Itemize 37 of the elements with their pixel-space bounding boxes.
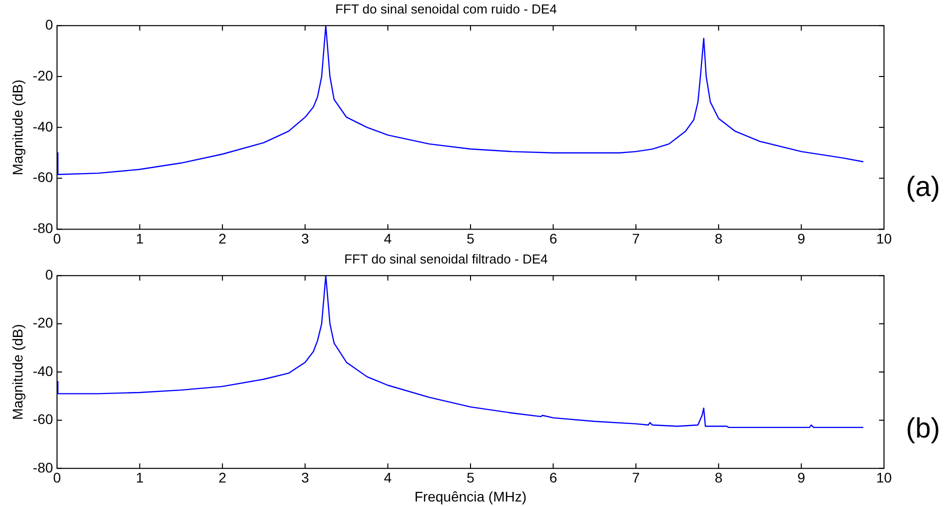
y-axis-title: Magnitude (dB)	[9, 324, 26, 420]
x-tick-label: 4	[384, 230, 392, 246]
x-tick-label: 9	[797, 230, 806, 246]
x-tick-label: 5	[466, 230, 475, 246]
y-tick-label: -60	[32, 411, 54, 428]
y-tick-label: -40	[32, 362, 54, 379]
x-tick-label: 10	[876, 470, 892, 486]
y-tick-label: 0	[45, 16, 54, 32]
x-tick-label: 3	[301, 470, 310, 486]
chart-title: FFT do sinal senoidal com ruido - DE4	[335, 1, 557, 16]
x-tick-label: 1	[136, 230, 144, 246]
x-tick-label: 6	[549, 470, 558, 486]
text: (b)	[906, 412, 940, 444]
x-tick-label: 8	[714, 230, 723, 246]
y-axis-title: Magnitude (dB)	[9, 80, 26, 176]
x-tick-label: 8	[714, 470, 723, 486]
text: (a)	[906, 171, 940, 202]
y-tick-label: -40	[32, 118, 54, 134]
y-tick-label: -20	[32, 314, 54, 331]
x-tick-label: 5	[466, 470, 475, 486]
x-tick-label: 2	[218, 470, 227, 486]
x-tick-label: 3	[301, 230, 310, 246]
x-tick-label: 4	[384, 470, 392, 486]
y-tick-label: 0	[45, 266, 54, 282]
y-tick-label: -60	[32, 169, 54, 186]
x-tick-label: 7	[632, 230, 640, 246]
y-tick-label: -80	[32, 220, 54, 236]
x-tick-label: 6	[549, 230, 558, 246]
x-tick-label: 2	[218, 230, 227, 246]
x-tick-label: 1	[136, 470, 144, 486]
x-tick-label: 10	[876, 230, 892, 246]
x-tick-label: 7	[632, 470, 640, 486]
x-tick-label: 9	[797, 470, 806, 486]
y-tick-label: -20	[32, 67, 54, 84]
x-axis-title: Frequência (MHz)	[414, 488, 527, 504]
chart-title: FFT do sinal senoidal filtrado - DE4	[344, 251, 548, 266]
y-tick-label: -80	[32, 459, 54, 476]
